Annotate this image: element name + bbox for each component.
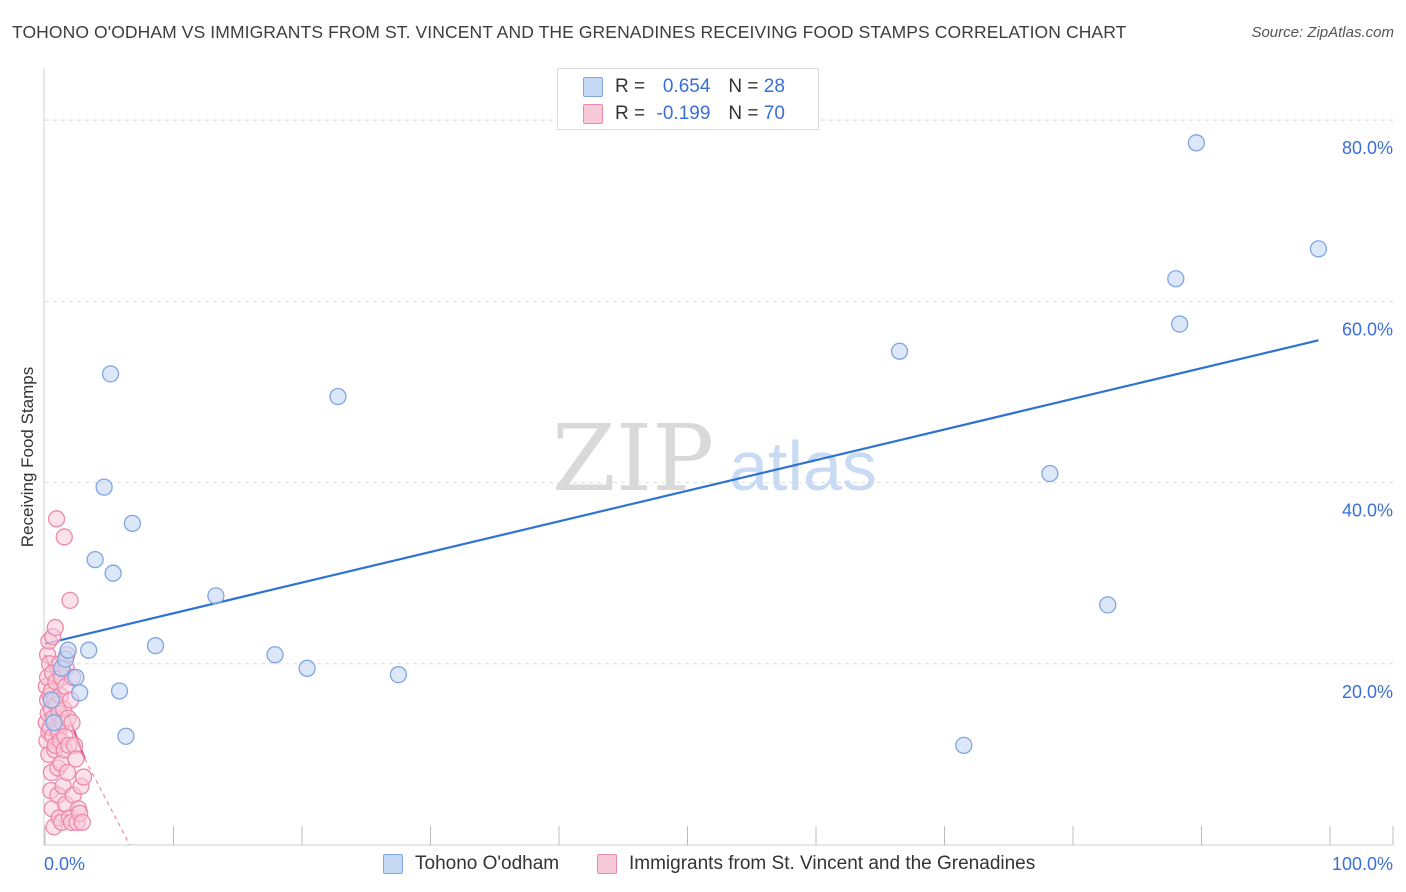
tick-labels: 20.0% 40.0% 60.0% 80.0% 0.0% 100.0% — [44, 138, 1393, 874]
data-point-tohono — [389, 666, 408, 684]
data-point-tohono — [42, 691, 61, 709]
stats-legend-row-immigrants: R = -0.199 N = 70 — [583, 102, 785, 126]
gridlines — [45, 119, 1393, 665]
x-tick-label: 100.0% — [1332, 854, 1393, 874]
data-point-tohono — [955, 736, 973, 754]
legend-item-tohono: Tohono O'odham — [383, 851, 559, 877]
legend-item-immigrants: Immigrants from St. Vincent and the Gren… — [597, 851, 1035, 877]
legend-n-value: 28 — [763, 76, 785, 97]
data-point-tohono — [95, 478, 113, 496]
data-point-immigrants — [58, 763, 77, 782]
watermark: ZIP atlas — [552, 405, 877, 512]
legend-n-value: 70 — [763, 103, 785, 124]
stats-legend-row-tohono: R = 0.654 N = 28 — [583, 75, 785, 99]
trend-line-tohono — [44, 339, 1319, 645]
y-tick-label: 20.0% — [1342, 682, 1393, 702]
data-point-tohono — [1171, 315, 1189, 333]
legend-r-label: R = — [615, 103, 646, 124]
data-point-tohono — [1187, 134, 1206, 152]
data-point-immigrants — [67, 750, 85, 768]
x-tick-label: 0.0% — [44, 854, 85, 874]
y-axis-label: Receiving Food Stamps — [18, 366, 37, 548]
data-point-immigrants — [73, 813, 91, 831]
data-point-tohono — [67, 668, 85, 687]
data-point-tohono — [1099, 596, 1117, 614]
data-point-tohono — [207, 587, 225, 605]
legend-label-tohono: Tohono O'odham — [415, 853, 560, 874]
legend-swatch-pink — [597, 854, 617, 874]
chart-title: TOHONO O'ODHAM VS IMMIGRANTS FROM ST. VI… — [12, 22, 1127, 42]
data-point-immigrants — [46, 618, 64, 637]
legend-r-label: R = — [615, 76, 646, 97]
data-point-immigrants — [63, 714, 81, 732]
data-point-immigrants — [74, 768, 93, 786]
data-point-tohono — [1309, 240, 1328, 258]
y-tick-label: 40.0% — [1342, 501, 1393, 521]
data-point-tohono — [80, 641, 98, 659]
data-point-immigrants — [61, 591, 79, 610]
data-point-tohono — [890, 342, 909, 360]
data-point-tohono — [298, 659, 316, 677]
legend-r-value: 0.654 — [662, 76, 711, 97]
data-point-tohono — [71, 684, 89, 702]
data-point-tohono — [1041, 464, 1059, 483]
data-point-tohono — [45, 714, 63, 732]
legend-swatch-pink — [583, 104, 603, 124]
data-point-immigrants — [55, 528, 73, 546]
trend-line-immigrants-extension — [84, 758, 131, 846]
data-point-tohono — [266, 646, 284, 664]
legend-swatch-blue — [583, 77, 603, 97]
watermark-atlas: atlas — [729, 427, 877, 505]
data-point-tohono — [101, 365, 120, 383]
stats-legend: R = 0.654 N = 28 R = -0.199 N = 70 — [557, 68, 819, 130]
legend-n-label: N = — [728, 76, 759, 97]
data-point-tohono — [329, 387, 347, 406]
data-point-tohono — [59, 641, 77, 659]
data-point-tohono — [146, 637, 165, 655]
legend-r-value: -0.199 — [656, 103, 711, 124]
data-point-tohono — [104, 564, 122, 582]
data-point-immigrants — [47, 510, 66, 528]
legend-swatch-blue — [383, 854, 403, 874]
series-tohono-points — [42, 134, 1328, 754]
axes — [43, 68, 1394, 846]
watermark-zip: ZIP — [552, 405, 714, 512]
y-tick-label: 80.0% — [1342, 138, 1393, 158]
y-tick-label: 60.0% — [1342, 319, 1393, 339]
data-point-tohono — [117, 727, 135, 745]
data-point-tohono — [110, 682, 129, 700]
source-label: Source: ZipAtlas.com — [1251, 24, 1394, 41]
data-point-tohono — [86, 550, 104, 569]
legend-n-label: N = — [728, 103, 759, 124]
data-point-tohono — [123, 514, 142, 533]
data-point-tohono — [1167, 270, 1185, 288]
legend-label-immigrants: Immigrants from St. Vincent and the Gren… — [629, 853, 1036, 874]
